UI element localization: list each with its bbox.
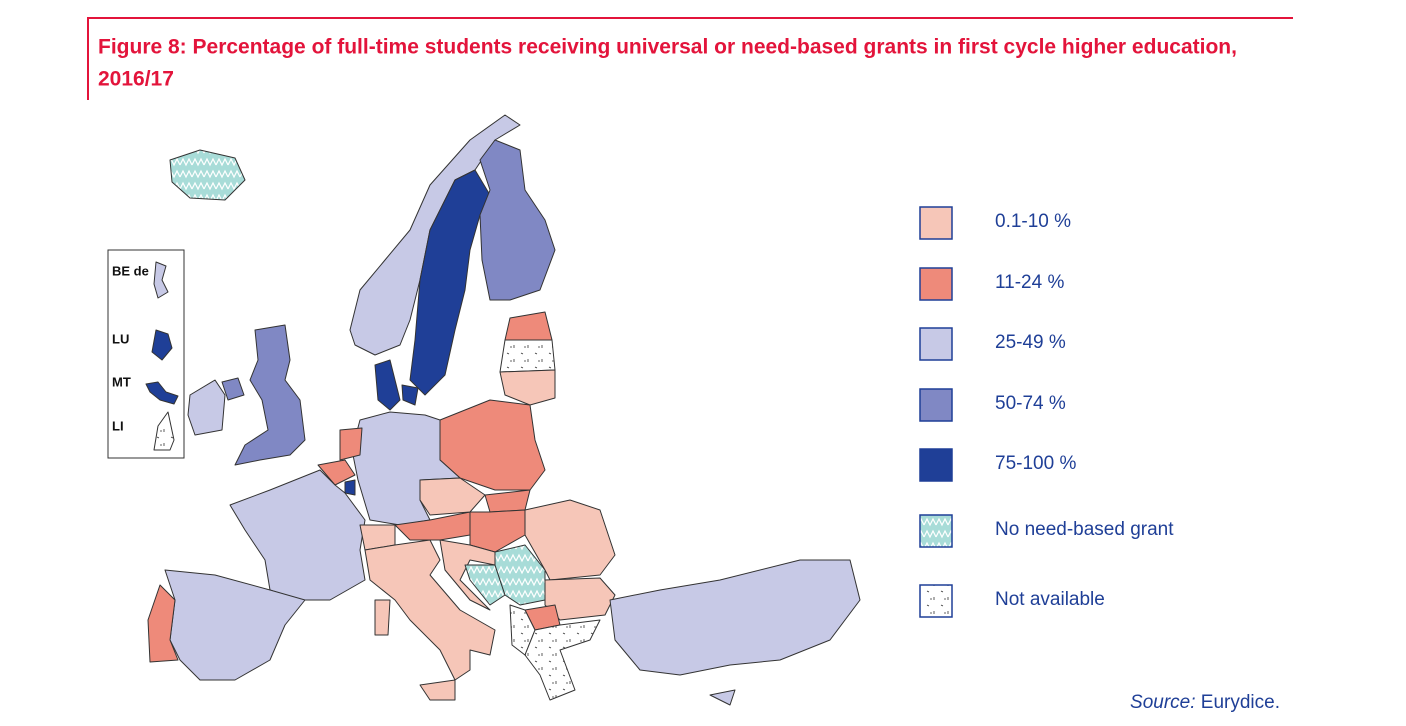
region bbox=[609, 559, 861, 676]
region bbox=[221, 377, 245, 401]
region bbox=[439, 539, 496, 611]
legend-label: Not available bbox=[995, 589, 1105, 610]
region bbox=[709, 689, 736, 706]
legend-label: 11-24 % bbox=[995, 272, 1064, 293]
region bbox=[469, 509, 526, 553]
legend-swatch bbox=[919, 206, 953, 240]
inset-label: LI bbox=[112, 418, 124, 433]
legend-swatch bbox=[919, 584, 953, 618]
region bbox=[479, 139, 556, 301]
legend-label: 50-74 % bbox=[995, 393, 1066, 414]
title: Figure 8: Percentage of full-time studen… bbox=[98, 36, 1237, 59]
legend-swatch bbox=[919, 327, 953, 361]
legend-swatch bbox=[919, 267, 953, 301]
inset-label: MT bbox=[112, 374, 131, 389]
legend-label: 25-49 % bbox=[995, 332, 1066, 353]
map bbox=[147, 114, 861, 706]
region bbox=[344, 479, 356, 496]
region bbox=[151, 329, 173, 361]
legend-label: 75-100 % bbox=[995, 453, 1076, 474]
region bbox=[401, 384, 419, 406]
source-prefix: Source: bbox=[1130, 692, 1195, 713]
region bbox=[494, 544, 546, 606]
region bbox=[374, 599, 391, 636]
region bbox=[499, 369, 556, 406]
region bbox=[524, 619, 601, 701]
region bbox=[374, 359, 401, 411]
region bbox=[544, 577, 616, 621]
inset-label: LU bbox=[112, 331, 129, 346]
legend-label: 0.1-10 % bbox=[995, 211, 1071, 232]
legend-swatch bbox=[919, 388, 953, 422]
region bbox=[484, 489, 531, 513]
legend-swatch bbox=[919, 448, 953, 482]
region bbox=[499, 339, 556, 373]
legend: 0.1-10 % 11-24 % 25-49 % 50-74 % 75-100 % No … bbox=[919, 206, 1174, 618]
region bbox=[145, 381, 179, 405]
region bbox=[153, 261, 169, 299]
region bbox=[317, 459, 356, 486]
inset-box: BE de LU MT LI bbox=[107, 249, 185, 459]
region bbox=[524, 499, 616, 581]
region bbox=[229, 469, 366, 601]
region bbox=[187, 379, 226, 436]
title: 2016/17 bbox=[98, 68, 174, 91]
region bbox=[409, 169, 491, 396]
inset-label: BE de bbox=[112, 263, 149, 278]
region bbox=[364, 539, 496, 681]
region bbox=[234, 324, 306, 466]
region bbox=[464, 564, 506, 606]
source-text: Eurydice. bbox=[1201, 692, 1280, 713]
region bbox=[419, 679, 456, 701]
region bbox=[153, 411, 175, 451]
legend-swatch bbox=[919, 514, 953, 548]
title-frame bbox=[87, 17, 1293, 100]
region bbox=[169, 149, 246, 201]
region bbox=[504, 311, 553, 341]
region bbox=[339, 427, 363, 461]
legend-label: No need-based grant bbox=[995, 519, 1174, 540]
source: Source: Eurydice. bbox=[1130, 692, 1280, 713]
region bbox=[147, 584, 179, 663]
